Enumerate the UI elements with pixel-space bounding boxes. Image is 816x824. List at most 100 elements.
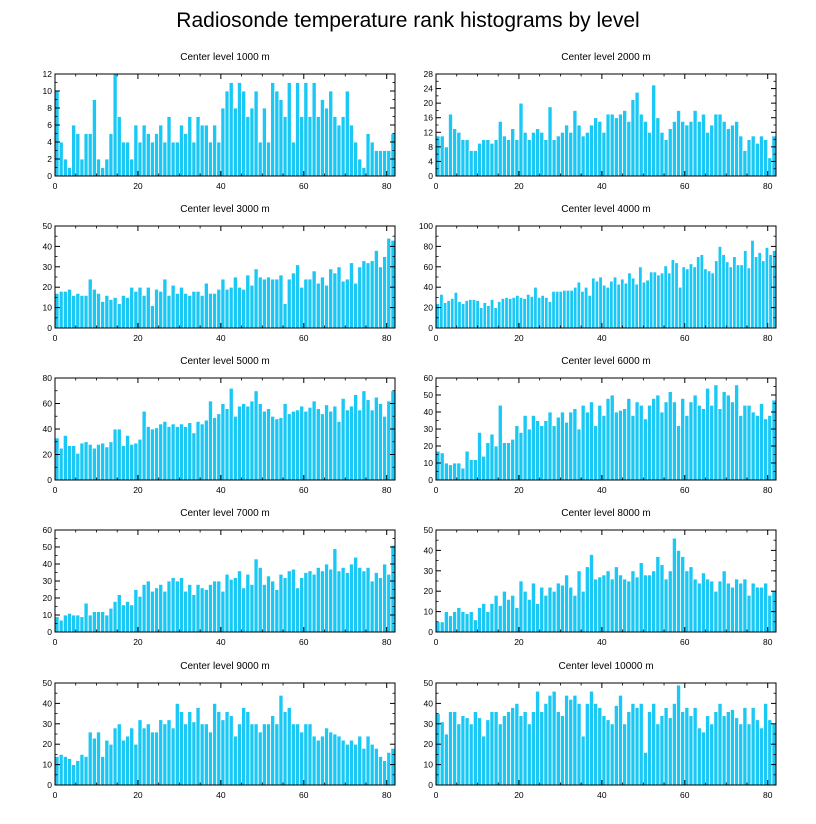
histogram-bar <box>324 563 330 633</box>
histogram-bar <box>547 586 553 633</box>
histogram-bar <box>734 120 740 177</box>
y-tick-label: 20 <box>424 98 434 108</box>
histogram-bar <box>540 294 545 329</box>
histogram-bar <box>535 128 541 177</box>
y-tick-label: 30 <box>424 719 434 729</box>
histogram-bar <box>125 735 131 786</box>
y-tick-label: 40 <box>43 559 53 569</box>
x-tick-label: 60 <box>299 181 309 191</box>
histogram-bar <box>738 723 744 786</box>
histogram-bar <box>286 413 292 481</box>
histogram-bar <box>178 577 184 633</box>
histogram-bar <box>439 135 445 177</box>
histogram-bar <box>336 124 342 177</box>
histogram-bar <box>651 703 657 786</box>
x-tick-label: 0 <box>53 790 58 800</box>
histogram-bar <box>319 570 325 633</box>
histogram-bar <box>71 124 77 177</box>
histogram-bar <box>270 415 276 481</box>
histogram-bar <box>133 743 139 786</box>
histogram-bar <box>522 298 527 329</box>
histogram-bar <box>149 590 155 633</box>
histogram-bar <box>559 411 565 481</box>
histogram-bar <box>125 296 131 329</box>
histogram-bar <box>630 414 636 481</box>
histogram-bar <box>489 433 495 481</box>
histogram-bar <box>386 400 392 481</box>
histogram-bar <box>67 167 72 177</box>
histogram-bar <box>232 415 238 481</box>
histogram-bar <box>443 733 449 786</box>
histogram-bar <box>158 719 164 786</box>
histogram-bar <box>659 131 665 177</box>
histogram-bar <box>576 570 582 633</box>
histogram-bar <box>282 303 288 329</box>
histogram-bar <box>477 607 483 633</box>
histogram-bar <box>497 723 503 786</box>
histogram-bar <box>696 582 702 633</box>
histogram-bar <box>340 116 346 177</box>
histogram-panel-7: Center level 7000 m 0 20 40 60 80 0 10 20 30 40 50 6… <box>43 508 396 647</box>
histogram-bar <box>278 694 284 786</box>
histogram-bar <box>573 286 578 329</box>
x-tick-label: 0 <box>434 790 439 800</box>
y-tick-label: 40 <box>424 698 434 708</box>
histogram-bar <box>705 131 711 177</box>
histogram-bar <box>472 619 478 633</box>
histogram-bar <box>680 711 686 786</box>
histogram-bar <box>572 694 578 786</box>
histogram-bar <box>594 280 600 329</box>
y-tick-label: 10 <box>424 760 434 770</box>
histogram-bar <box>667 272 672 329</box>
histogram-bar <box>237 723 242 786</box>
histogram-bar <box>324 727 330 786</box>
histogram-bar <box>315 739 321 786</box>
histogram-bar <box>87 731 93 786</box>
histogram-bar <box>104 294 110 329</box>
histogram-bar <box>677 286 683 329</box>
histogram-bar <box>290 410 296 481</box>
histogram-bar <box>642 751 648 786</box>
histogram-bar <box>510 438 516 481</box>
panel-title: Center level 7000 m <box>180 508 270 519</box>
histogram-bar <box>767 719 773 786</box>
histogram-bar <box>443 462 449 481</box>
histogram-bar <box>627 272 632 329</box>
histogram-bar <box>738 414 744 481</box>
histogram-bar <box>460 715 466 786</box>
histogram-bar <box>58 754 64 786</box>
x-tick-label: 20 <box>133 333 143 343</box>
histogram-bar <box>241 403 247 481</box>
histogram-bar <box>659 411 665 481</box>
histogram-bar <box>365 262 371 329</box>
y-tick-label: 60 <box>424 262 434 272</box>
histogram-bar <box>709 580 715 633</box>
x-tick-label: 40 <box>216 181 226 191</box>
histogram-bar <box>584 566 590 633</box>
histogram-bar <box>212 703 218 786</box>
histogram-bar <box>87 278 93 329</box>
histogram-bar <box>270 278 276 329</box>
histogram-bar <box>576 124 582 177</box>
histogram-bar <box>208 400 213 481</box>
y-tick-label: 30 <box>424 566 434 576</box>
histogram-bar <box>91 99 97 177</box>
x-tick-label: 20 <box>514 333 524 343</box>
histogram-bar <box>526 139 532 177</box>
histogram-bar <box>754 414 760 481</box>
histogram-bar <box>681 266 686 329</box>
histogram-bar <box>386 237 392 329</box>
histogram-bar <box>257 403 263 481</box>
y-tick-label: 50 <box>424 390 434 400</box>
histogram-bar <box>361 260 367 329</box>
histogram-bar <box>589 124 594 177</box>
x-tick-label: 20 <box>514 181 524 191</box>
histogram-bar <box>299 116 305 177</box>
histogram-bar <box>535 603 541 633</box>
histogram-bar <box>315 567 321 633</box>
histogram-bar <box>609 280 614 329</box>
histogram-bar <box>489 299 495 329</box>
histogram-bar <box>129 158 135 177</box>
histogram-bar <box>713 384 719 481</box>
